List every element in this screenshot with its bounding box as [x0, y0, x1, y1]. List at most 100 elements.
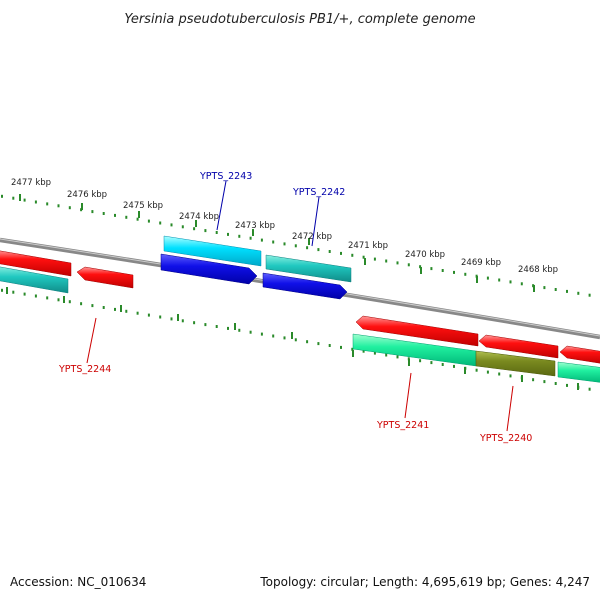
minor-tick	[204, 229, 207, 233]
gene-feature-ypts-2241-red[interactable]	[355, 315, 479, 347]
minor-tick	[147, 219, 150, 223]
tick-label: 2472 kbp	[292, 232, 332, 242]
minor-tick	[464, 272, 467, 276]
minor-tick	[80, 302, 83, 306]
minor-tick	[1, 194, 3, 198]
minor-tick	[114, 213, 116, 217]
minor-tick	[1, 288, 3, 292]
tick-label: 2473 kbp	[235, 221, 275, 231]
minor-tick	[373, 351, 376, 355]
minor-tick	[46, 202, 49, 206]
gene-feature-ypts-2242[interactable]	[265, 254, 352, 283]
gene-feature-red-2[interactable]	[478, 334, 559, 359]
minor-tick	[260, 238, 263, 242]
minor-tick	[328, 250, 331, 253]
minor-tick	[543, 380, 546, 384]
minor-tick	[294, 338, 297, 342]
minor-tick	[249, 236, 252, 240]
gene-feature-red-arrow[interactable]	[76, 266, 134, 289]
minor-tick	[136, 311, 139, 315]
minor-tick	[351, 253, 354, 257]
minor-tick	[441, 363, 444, 366]
minor-tick	[351, 347, 354, 351]
gene-feature-red[interactable]	[0, 250, 72, 277]
gene-feature-ypts-2243[interactable]	[163, 235, 262, 267]
minor-tick	[46, 296, 49, 300]
minor-tick	[362, 349, 365, 353]
minor-tick	[373, 257, 376, 261]
gene-feature-blue-arrow-2[interactable]	[262, 272, 348, 300]
minor-tick	[170, 317, 173, 321]
minor-tick	[147, 313, 150, 317]
gene-feature-olive[interactable]	[475, 350, 556, 377]
tick-label: 2468 kbp	[518, 265, 558, 275]
topology-text: Topology: circular; Length: 4,695,619 bp…	[259, 575, 590, 589]
gene-label-ypts-2244[interactable]: YPTS_2244	[58, 364, 111, 375]
gene-label-leaders	[86, 180, 514, 432]
minor-tick	[193, 321, 196, 325]
minor-tick	[125, 215, 128, 219]
minor-tick	[12, 196, 15, 200]
minor-tick	[509, 374, 512, 378]
minor-tick	[181, 319, 184, 323]
minor-tick	[204, 323, 207, 327]
minor-tick	[588, 387, 591, 391]
inner-tick-ring	[1, 288, 591, 391]
gene-label-ypts-2243[interactable]: YPTS_2243	[199, 171, 252, 182]
minor-tick	[385, 353, 388, 357]
minor-tick	[441, 269, 444, 272]
minor-tick	[181, 225, 184, 229]
minor-tick	[272, 240, 275, 244]
outer-tick-ring	[1, 194, 591, 297]
minor-tick	[340, 251, 342, 255]
tick-label: 2476 kbp	[67, 190, 107, 200]
gene-feature-teal[interactable]	[0, 266, 69, 294]
minor-tick	[159, 315, 162, 319]
minor-tick	[34, 200, 37, 204]
gene-label-ypts-2240[interactable]: YPTS_2240	[479, 433, 532, 444]
minor-tick	[430, 361, 433, 365]
minor-tick	[453, 364, 455, 368]
map-title: Yersinia pseudotuberculosis PB1/+, compl…	[124, 12, 475, 27]
minor-tick	[419, 359, 422, 363]
tick-label: 2471 kbp	[348, 241, 388, 251]
minor-tick	[486, 276, 489, 280]
gene-feature-red-3[interactable]	[559, 345, 600, 364]
gene-labels: YPTS_2243 YPTS_2242 YPTS_2244 YPTS_2241 …	[58, 171, 532, 444]
tick-label: 2470 kbp	[405, 250, 445, 260]
gene-feature-blue-arrow-1[interactable]	[160, 253, 258, 285]
minor-tick	[114, 307, 116, 311]
minor-tick	[34, 294, 37, 298]
minor-tick	[588, 293, 591, 297]
minor-tick	[306, 340, 309, 344]
minor-tick	[340, 345, 342, 349]
minor-tick	[498, 372, 501, 376]
minor-tick	[294, 244, 297, 248]
minor-tick	[486, 370, 489, 374]
minor-tick	[91, 304, 94, 308]
gene-label-ypts-2241[interactable]: YPTS_2241	[376, 420, 429, 431]
minor-tick	[91, 210, 94, 214]
tick-label: 2477 kbp	[11, 178, 51, 188]
minor-tick	[543, 286, 546, 290]
minor-tick	[12, 290, 15, 294]
minor-tick	[249, 330, 252, 334]
minor-tick	[317, 248, 320, 252]
minor-tick	[272, 334, 275, 338]
minor-tick	[317, 342, 320, 346]
minor-tick	[396, 261, 399, 265]
minor-tick	[396, 355, 399, 359]
minor-tick	[102, 212, 105, 215]
minor-tick	[554, 288, 557, 291]
minor-tick	[430, 267, 433, 271]
forward-strand-features	[0, 235, 352, 300]
minor-tick	[328, 344, 331, 347]
minor-tick	[57, 298, 60, 302]
minor-tick	[475, 368, 478, 372]
minor-tick	[238, 328, 241, 332]
minor-tick	[227, 326, 229, 330]
inner-major-ticks	[6, 287, 579, 390]
gene-label-ypts-2242[interactable]: YPTS_2242	[292, 187, 345, 198]
gene-feature-green-2[interactable]	[557, 361, 600, 383]
minor-tick	[283, 336, 286, 340]
